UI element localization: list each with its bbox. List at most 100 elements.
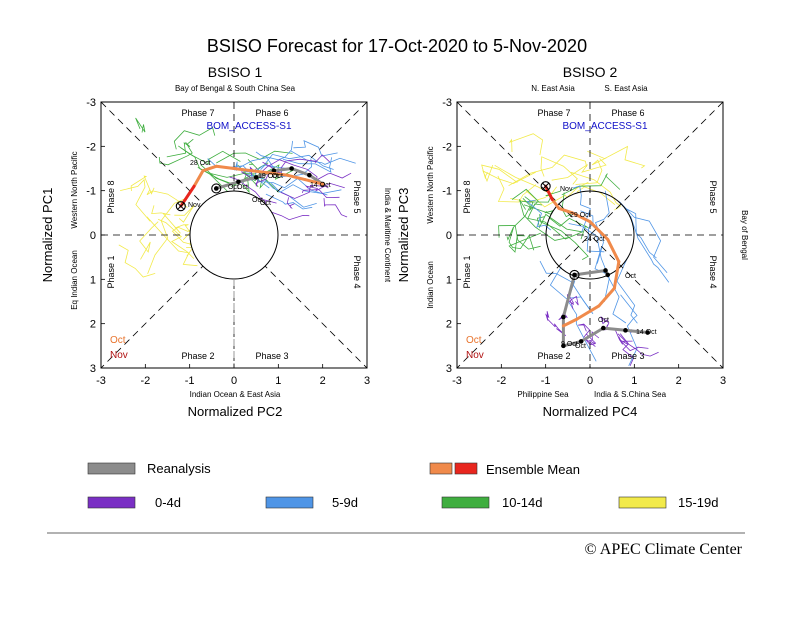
ensemble-member-line: [521, 190, 561, 203]
reanalysis-point: [236, 179, 241, 185]
ensemble-member-line: [247, 159, 268, 190]
phase-8-label: Phase 8: [462, 180, 472, 213]
point-label: Nov: [560, 186, 573, 193]
ensemble-mean-segment: [597, 286, 616, 308]
phase-diagonal: [456, 101, 724, 369]
legend-label-0-4d: 0-4d: [155, 495, 181, 510]
legend-swatch-ensemble-mean-oct: [429, 462, 453, 475]
ensemble-member-line: [282, 157, 333, 173]
ensemble-member-line: [508, 232, 541, 253]
x-tick-label: -1: [541, 375, 551, 387]
right-region-label: India & Maritime Continent: [383, 188, 392, 283]
ensemble-member-line: [569, 295, 579, 310]
ensemble-member-line: [120, 178, 151, 222]
phase-3-label: Phase 3: [611, 351, 644, 361]
ensemble-member-line: [561, 173, 621, 196]
month-label-nov: Nov: [466, 350, 484, 361]
point-label: Oct: [575, 343, 586, 350]
ensemble-member-line: [617, 333, 659, 357]
point-label: 24 Oct: [584, 236, 605, 243]
phase-3-label: Phase 3: [255, 351, 288, 361]
left-region-label-b: Western North Pacific: [426, 146, 435, 223]
legend-label-15-19d: 15-19d: [678, 495, 718, 510]
ensemble-member-line: [271, 182, 342, 194]
ensemble-member-line: [551, 158, 607, 181]
legend-swatch-5-9d: [265, 496, 314, 509]
x-tick-label: -2: [496, 375, 506, 387]
ensemble-trajectories: [481, 133, 670, 366]
phase-diagonal: [100, 101, 368, 369]
phase-4-label: Phase 4: [708, 255, 718, 288]
ensemble-member-line: [173, 126, 216, 150]
ensemble-mean-segment: [550, 198, 561, 210]
model-label: BOM_ACCESS-S1: [562, 121, 647, 132]
y-tick-label: 1: [446, 274, 452, 286]
ensemble-member-line: [301, 189, 340, 199]
phase-2-label: Phase 2: [181, 351, 214, 361]
legend-swatch-ensemble-mean-nov: [454, 462, 478, 475]
ensemble-member-line: [147, 198, 185, 275]
left-region-label-a: Indian Ocean: [426, 261, 435, 309]
model-label: BOM_ACCESS-S1: [206, 121, 291, 132]
ensemble-member-line: [616, 256, 638, 324]
legend: Reanalysis Ensemble Mean 0-4d 5-9d 10-14…: [87, 461, 718, 510]
legend-swatch-15-19d: [618, 496, 667, 509]
ensemble-member-line: [506, 198, 531, 241]
ensemble-member-line: [229, 176, 277, 204]
x-tick-label: -1: [185, 375, 195, 387]
ensemble-mean-segment: [214, 164, 236, 170]
x-axis-label: Normalized PC2: [188, 404, 283, 419]
ensemble-mean-segment: [612, 260, 621, 290]
point-label: Oct: [625, 273, 636, 280]
ensemble-member-line: [139, 221, 159, 260]
ensemble-member-line: [265, 193, 313, 210]
ensemble-mean-segment: [201, 164, 218, 173]
ensemble-mean-segment: [183, 184, 196, 202]
point-label: 19 Oct: [258, 173, 279, 180]
reanalysis-point: [561, 314, 566, 320]
x-axis-label: Normalized PC4: [543, 404, 638, 419]
y-tick-label: -2: [442, 141, 452, 153]
x-tick-label: -3: [96, 375, 106, 387]
x-tick-label: 1: [631, 375, 637, 387]
unit-circle: [545, 190, 635, 280]
ensemble-member-line: [174, 204, 195, 223]
start-marker-dot: [214, 186, 219, 191]
y-tick-label: -2: [86, 141, 96, 153]
ensemble-member-line: [261, 159, 318, 178]
left-region-label-a: Eq Indian Ocean: [70, 250, 79, 310]
x-tick-label: 0: [231, 375, 237, 387]
x-tick-label: 3: [364, 375, 370, 387]
ensemble-member-line: [508, 154, 587, 187]
track-line: [561, 269, 648, 348]
legend-swatch-10-14d: [441, 496, 490, 509]
ensemble-mean-segment: [546, 189, 554, 202]
ensemble-member-line: [293, 140, 338, 157]
point-label: Oct: [272, 173, 283, 180]
ensemble-mean-segment: [588, 220, 610, 241]
x-tick-label: -3: [452, 375, 462, 387]
phase-7-label: Phase 7: [537, 108, 570, 118]
left-region-label-b: Western North Pacific: [70, 151, 79, 228]
ensemble-member-line: [210, 162, 269, 178]
ensemble-member-line: [594, 190, 610, 264]
ensemble-member-line: [255, 140, 293, 161]
ensemble-member-line: [508, 133, 544, 156]
x-tick-label: 2: [676, 375, 682, 387]
end-marker-cross: [177, 202, 185, 210]
y-axis-label: Normalized PC3: [396, 188, 411, 283]
ensemble-mean-segment: [606, 237, 621, 264]
ensemble-member-line: [526, 199, 552, 231]
point-label: 9 Oct: [561, 341, 578, 348]
reanalysis-track: [561, 268, 650, 349]
ensemble-member-line: [323, 198, 348, 218]
point-label: Oct: [237, 184, 248, 191]
ensemble-mean-segment: [557, 206, 574, 215]
x-tick-label: 2: [320, 375, 326, 387]
right-region-label: Bay of Bengal: [740, 210, 749, 260]
ensemble-member-line: [498, 225, 541, 250]
ensemble-member-line: [568, 223, 610, 302]
